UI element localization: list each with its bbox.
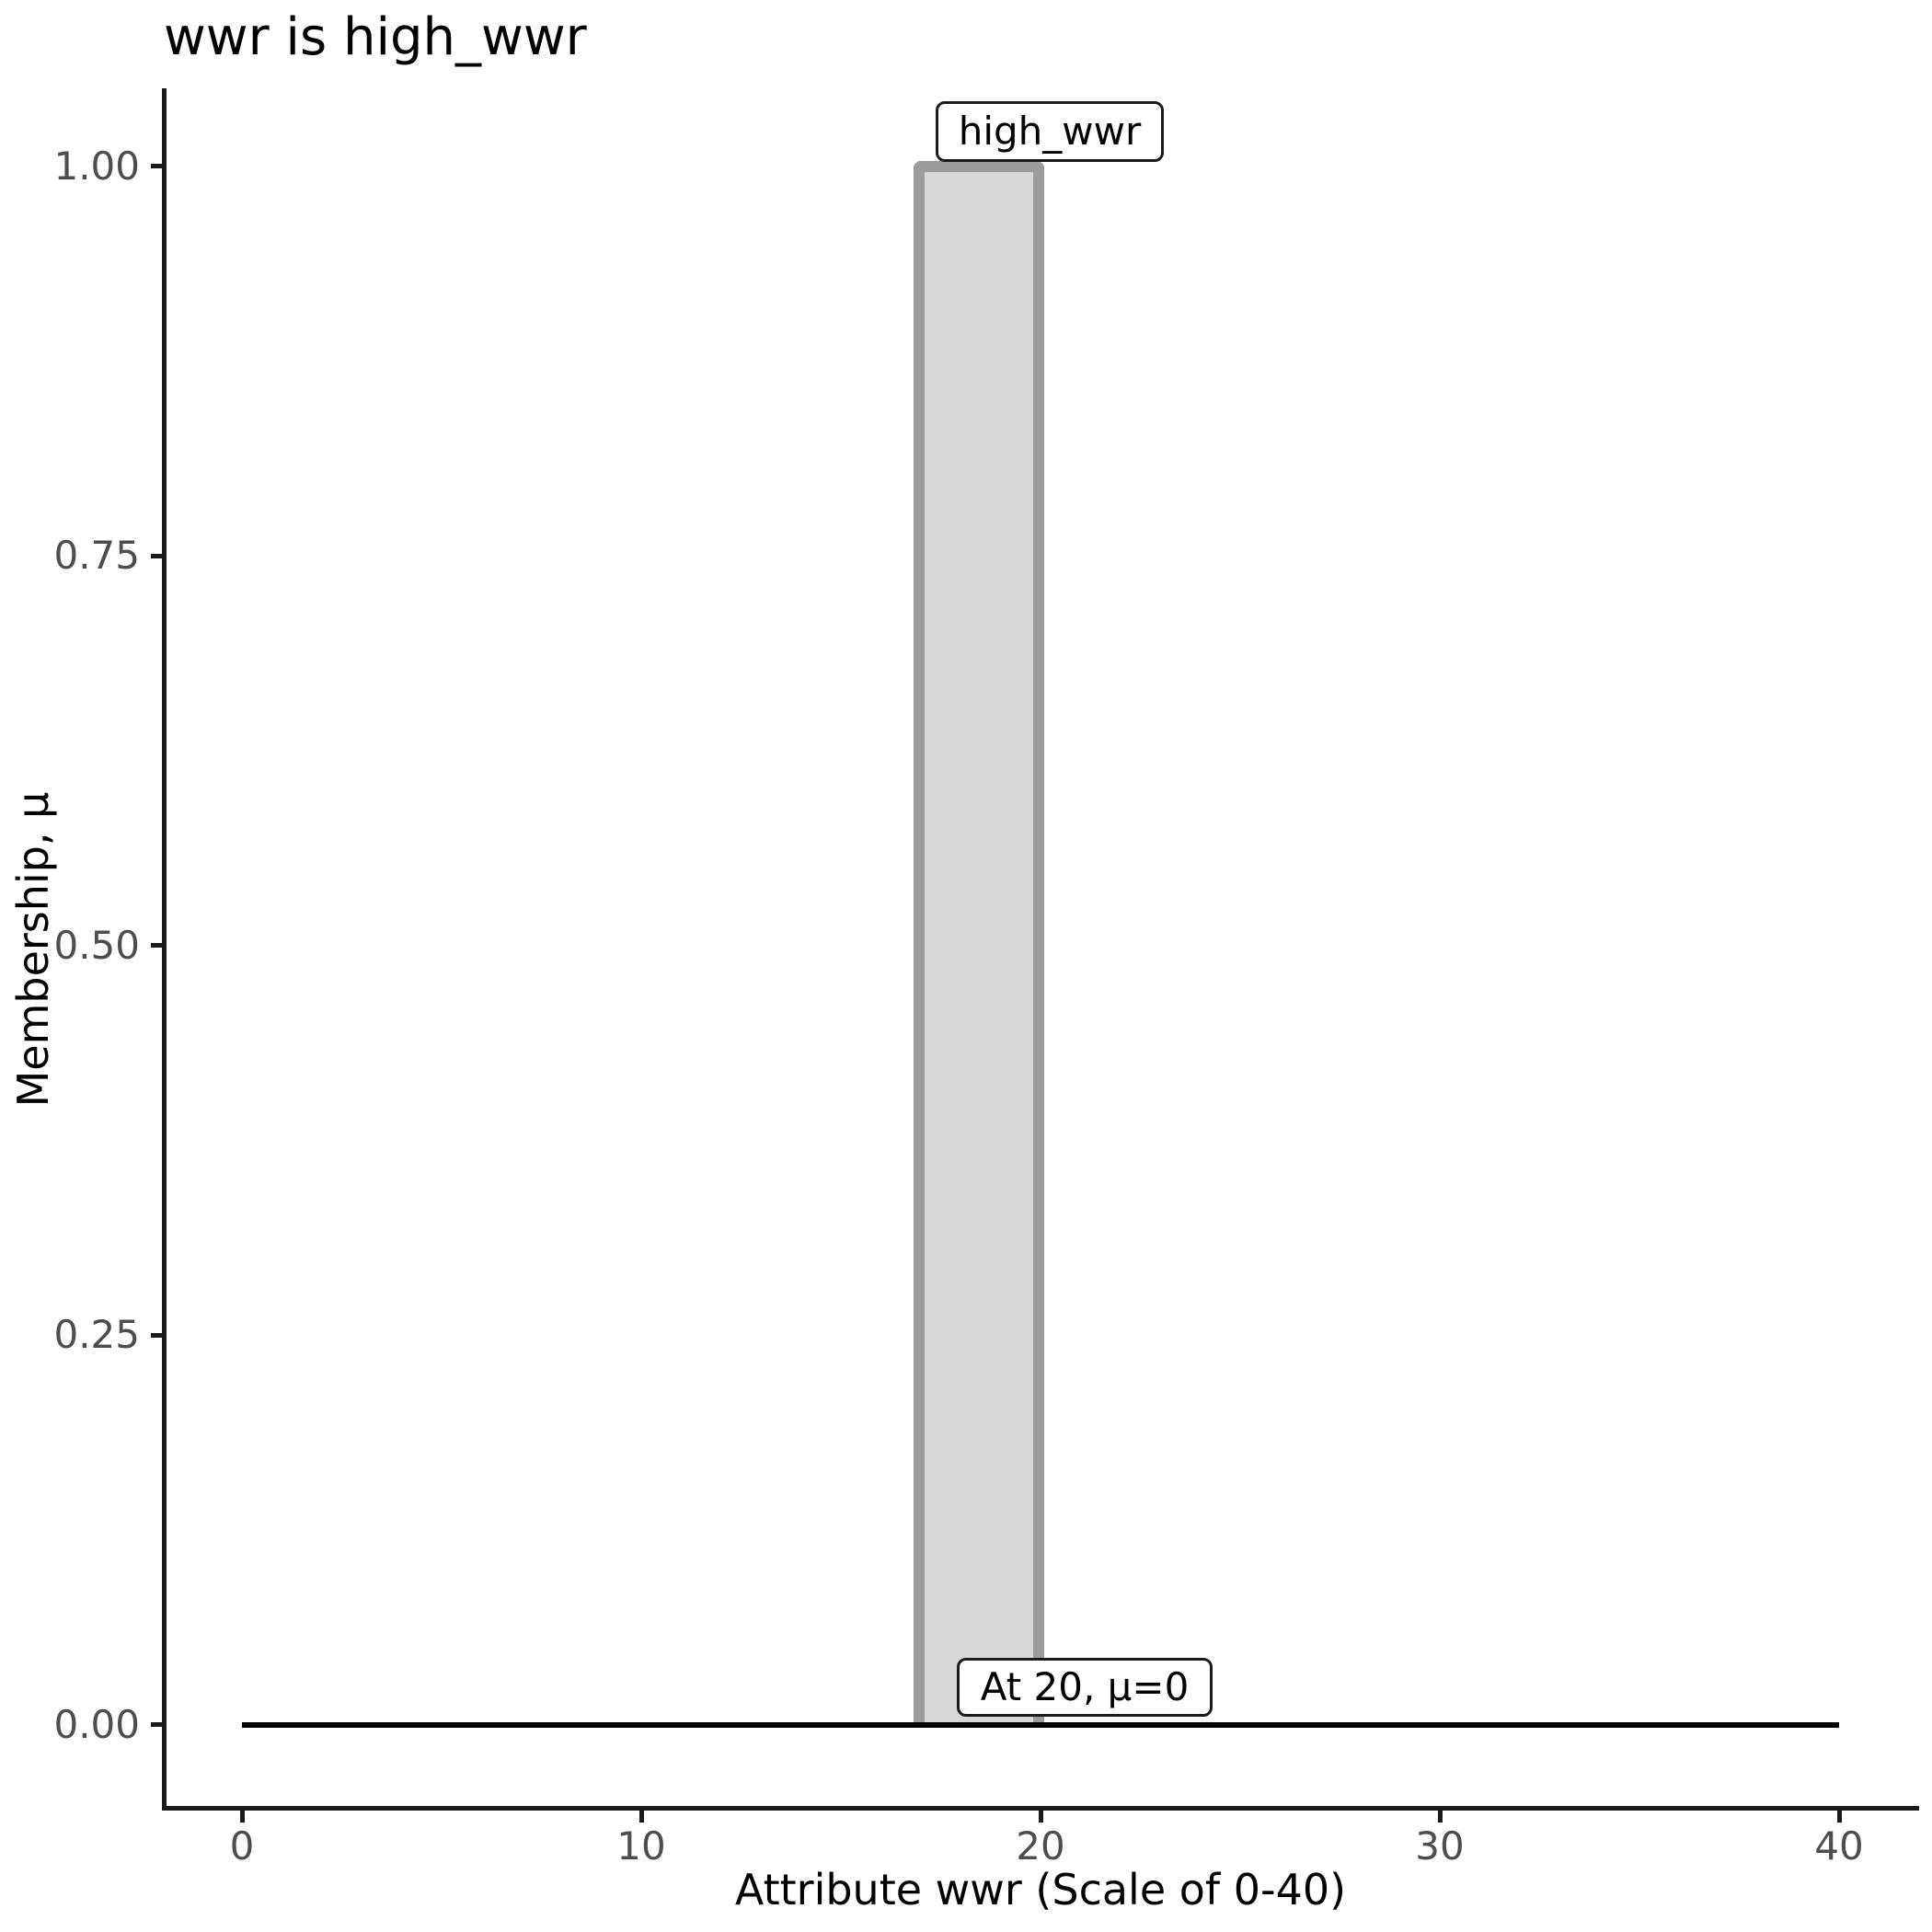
annotation-label-high-wwr: high_wwr [936,101,1164,162]
y-tick-label-0.00: 0.00 [53,1702,140,1747]
x-tick-label-30: 30 [1415,1823,1465,1869]
y-tick-mark-1.00 [151,164,163,168]
x-tick-label-40: 40 [1814,1823,1864,1869]
y-tick-mark-0.00 [151,1722,163,1727]
x-tick-mark-40 [1837,1811,1842,1823]
membership-rect-high-wwr [914,161,1044,1725]
y-tick-mark-0.25 [151,1333,163,1338]
x-tick-mark-10 [639,1811,644,1823]
x-tick-label-20: 20 [1016,1823,1065,1869]
y-tick-mark-0.50 [151,943,163,948]
x-axis-title: Attribute wwr (Scale of 0-40) [734,1865,1347,1915]
x-axis-line [162,1806,1919,1811]
x-tick-label-0: 0 [229,1823,255,1869]
y-tick-label-0.25: 0.25 [53,1312,140,1357]
x-tick-mark-20 [1039,1811,1043,1823]
y-axis-line [162,88,167,1811]
y-tick-label-0.50: 0.50 [53,923,140,968]
y-axis-title: Membership, μ [8,791,58,1108]
annotation-label-at-20-mu-0-text: At 20, μ=0 [980,1664,1190,1709]
annotation-label-high-wwr-text: high_wwr [958,109,1142,154]
y-tick-mark-0.75 [151,554,163,558]
y-tick-label-0.75: 0.75 [53,533,140,578]
annotation-label-at-20-mu-0: At 20, μ=0 [957,1658,1213,1717]
x-tick-label-10: 10 [616,1823,666,1869]
plot-title: wwr is high_wwr [164,7,587,67]
y-tick-label-1.00: 1.00 [53,144,140,189]
x-tick-mark-30 [1438,1811,1443,1823]
x-tick-mark-0 [240,1811,245,1823]
zero-membership-baseline [242,1722,1839,1728]
